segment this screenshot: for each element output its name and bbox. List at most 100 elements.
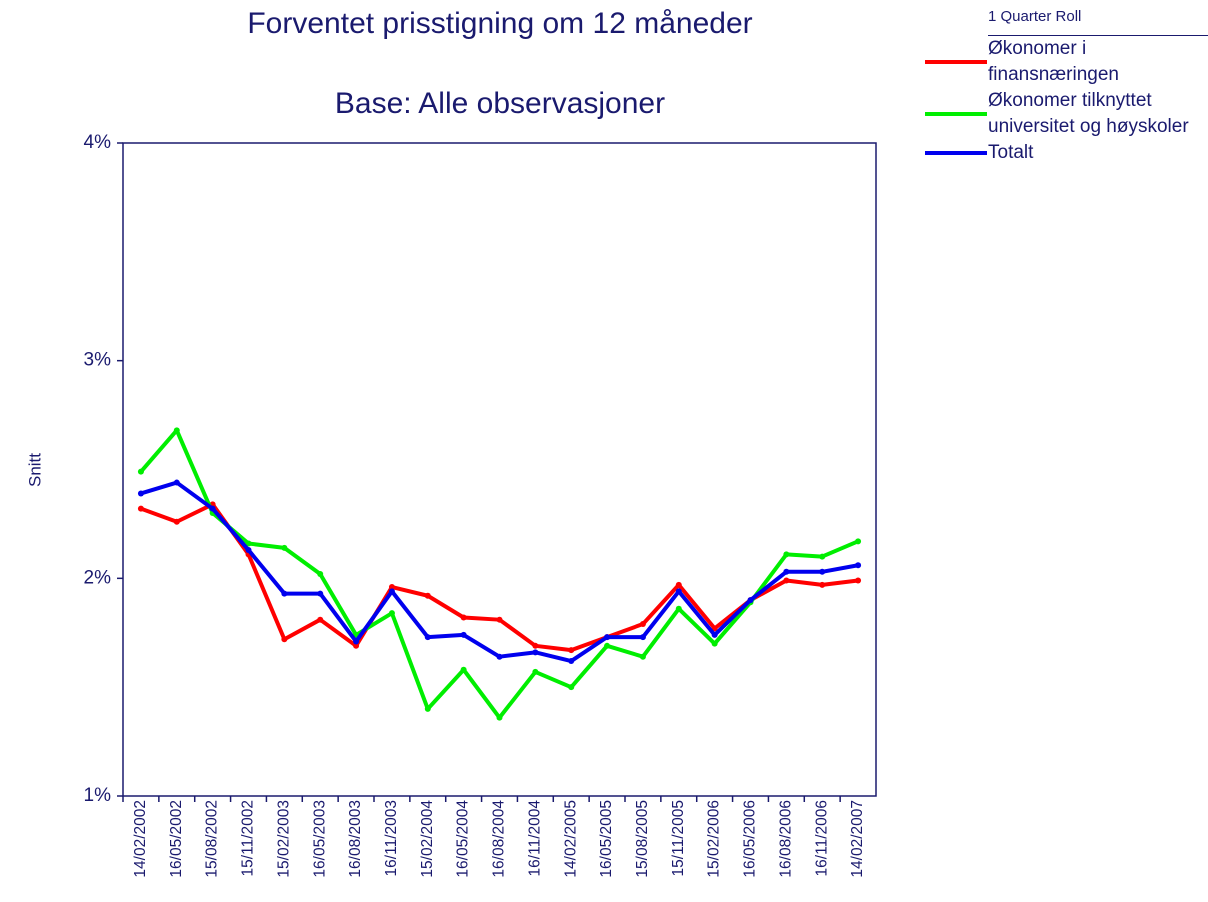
x-tick-label: 14/02/2002 (132, 800, 149, 878)
data-point (711, 631, 718, 638)
x-tick-label: 16/05/2006 (742, 800, 759, 878)
data-point (281, 636, 288, 643)
x-tick-label: 16/05/2003 (311, 800, 328, 878)
y-tick-label: 4% (84, 132, 112, 153)
x-tick-label: 15/02/2004 (419, 800, 436, 878)
plot-frame (122, 142, 877, 797)
legend-label: Totalt (988, 142, 1034, 163)
y-tick-label: 2% (84, 567, 112, 588)
data-point (173, 479, 180, 486)
data-point (353, 638, 360, 645)
data-point (460, 666, 467, 673)
y-tick-label: 1% (84, 785, 112, 806)
data-point (711, 625, 718, 632)
data-point (424, 634, 431, 641)
data-point (496, 714, 503, 721)
x-tick-label: 15/02/2006 (706, 800, 723, 878)
x-tick-label: 15/11/2005 (670, 800, 687, 876)
x-tick-label: 16/08/2004 (491, 800, 508, 878)
data-point (317, 590, 324, 597)
data-point (388, 588, 395, 595)
chart-title: Forventet prisstigning om 12 måneder (247, 7, 752, 40)
data-point (855, 538, 862, 545)
data-point (532, 649, 539, 656)
legend-swatch (925, 151, 987, 155)
data-point (245, 547, 252, 554)
data-point (137, 490, 144, 497)
legend-label: Økonomer i finansnæringen (988, 38, 1119, 85)
data-point (137, 505, 144, 512)
data-point (639, 621, 646, 628)
x-tick-label: 16/08/2006 (777, 800, 794, 878)
legend-item: Totalt (925, 140, 1208, 166)
legend: 1 Quarter Roll Økonomer i finansnæringen… (925, 8, 1208, 166)
x-tick-label: 15/02/2003 (275, 800, 292, 878)
data-point (532, 668, 539, 675)
series-line (139, 428, 859, 720)
legend-item: Økonomer tilknyttet universitet og høysk… (925, 88, 1208, 140)
data-point (424, 592, 431, 599)
data-point (496, 653, 503, 660)
x-tick-label: 14/02/2007 (849, 800, 866, 878)
data-point (568, 658, 575, 665)
data-point (460, 631, 467, 638)
data-point (711, 640, 718, 647)
x-tick-label: 16/05/2005 (598, 800, 615, 878)
data-point (604, 642, 611, 649)
data-point (209, 505, 216, 512)
data-point (281, 590, 288, 597)
data-point (675, 581, 682, 588)
data-point (388, 610, 395, 617)
data-point (819, 581, 826, 588)
x-tick-label: 16/11/2003 (383, 800, 400, 876)
data-point (245, 540, 252, 547)
data-point (173, 518, 180, 525)
legend-swatch (925, 112, 987, 116)
x-tick-label: 16/11/2004 (526, 800, 543, 877)
series-line (140, 502, 859, 653)
data-point (532, 642, 539, 649)
data-point (460, 614, 467, 621)
data-point (317, 570, 324, 577)
data-point (496, 616, 503, 623)
data-point (639, 653, 646, 660)
x-tick-label: 14/02/2005 (562, 800, 579, 878)
data-point (675, 605, 682, 612)
x-tick-label: 15/08/2002 (204, 800, 221, 878)
data-point (604, 634, 611, 641)
data-point (639, 634, 646, 641)
data-point (783, 577, 790, 584)
data-point (783, 568, 790, 575)
x-tick-label: 16/05/2004 (455, 800, 472, 878)
data-point (747, 597, 754, 604)
data-point (424, 705, 431, 712)
legend-title: 1 Quarter Roll (988, 8, 1208, 36)
chart-subtitle: Base: Alle observasjoner (335, 87, 665, 120)
x-tick-label: 16/05/2002 (168, 800, 185, 878)
x-tick-label: 15/08/2005 (634, 800, 651, 878)
data-point (281, 544, 288, 551)
data-point (819, 553, 826, 560)
data-point (137, 468, 144, 475)
data-point (353, 642, 360, 649)
data-point (568, 647, 575, 654)
y-tick-label: 3% (84, 350, 112, 371)
legend-swatch (925, 60, 987, 64)
data-point (675, 588, 682, 595)
x-tick-label: 16/11/2006 (813, 800, 830, 876)
y-axis-title: Snitt (25, 453, 44, 487)
data-point (568, 684, 575, 691)
data-point (783, 551, 790, 558)
data-point (855, 562, 862, 569)
data-point (819, 568, 826, 575)
x-tick-label: 15/11/2002 (240, 800, 257, 876)
series-line (140, 480, 859, 664)
data-point (173, 427, 180, 434)
x-tick-label: 16/08/2003 (347, 800, 364, 878)
legend-item: Økonomer i finansnæringen (925, 36, 1208, 88)
data-point (317, 616, 324, 623)
data-point (388, 584, 395, 591)
data-point (855, 577, 862, 584)
